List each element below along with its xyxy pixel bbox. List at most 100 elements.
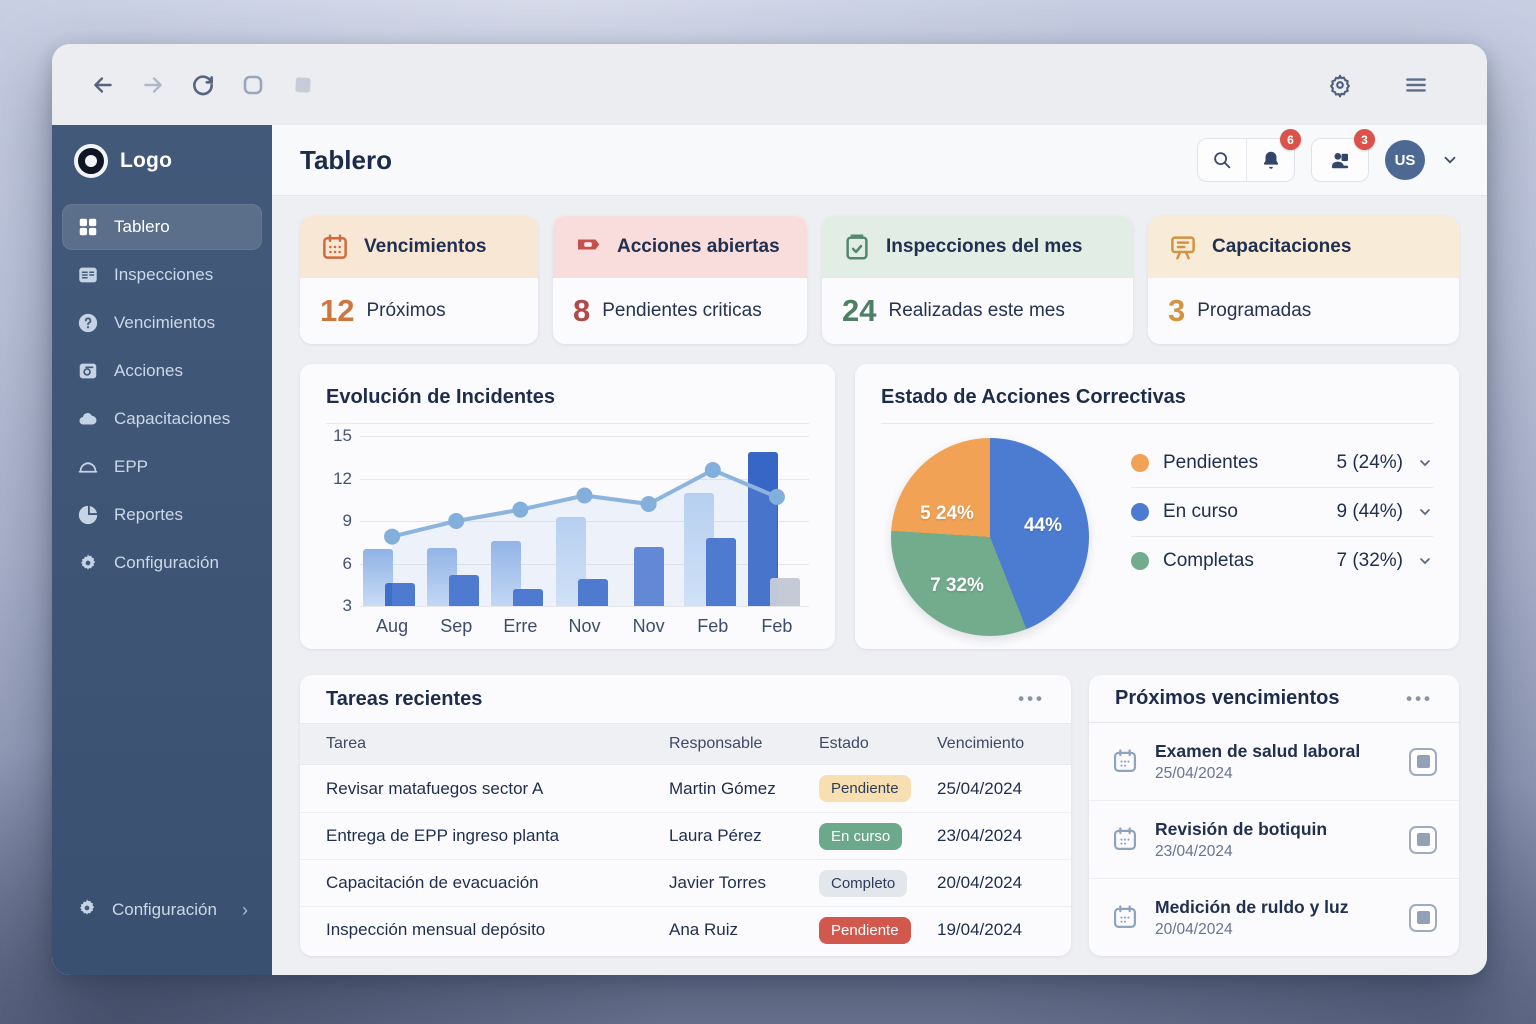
sidebar-item-reportes[interactable]: Reportes bbox=[62, 492, 262, 538]
pie-slice-label: 7 32% bbox=[930, 575, 984, 596]
task-owner: Martin Gómez bbox=[669, 778, 776, 798]
people-icon bbox=[1331, 152, 1349, 169]
column-header: Tarea bbox=[326, 735, 367, 752]
people-button[interactable]: 3 bbox=[1312, 129, 1375, 182]
stat-card-value: 24 bbox=[842, 293, 877, 328]
stat-cards-row: Vencimientos 12 Próximos Acciones abi bbox=[300, 216, 1459, 344]
sidebar-item-inspecciones[interactable]: Inspecciones bbox=[62, 252, 262, 298]
action-box-icon bbox=[76, 359, 100, 383]
stat-card-vencimientos[interactable]: Vencimientos 12 Próximos bbox=[300, 216, 538, 344]
checkbox[interactable] bbox=[1409, 747, 1437, 776]
chevron-down-icon[interactable] bbox=[1417, 455, 1433, 471]
sidebar-item-label: EPP bbox=[114, 457, 149, 476]
expiration-label: Medición de ruldo y luz bbox=[1155, 896, 1349, 917]
gear-icon bbox=[76, 897, 98, 924]
stat-card-capacitaciones[interactable]: Capacitaciones 3 Programadas bbox=[1148, 216, 1459, 344]
sidebar-item-label: Acciones bbox=[114, 361, 183, 380]
legend-dot bbox=[1131, 453, 1149, 472]
list-card-icon bbox=[76, 263, 100, 287]
notifications-badge: 6 bbox=[1280, 129, 1301, 150]
sidebar: Logo Tablero Inspecciones bbox=[52, 125, 272, 975]
task-due-date: 19/04/2024 bbox=[937, 920, 1023, 939]
back-icon[interactable] bbox=[88, 70, 118, 100]
pie-icon bbox=[76, 503, 100, 527]
stat-card-value: 8 bbox=[573, 293, 591, 328]
calendar-icon bbox=[320, 232, 350, 262]
browser-window: Logo Tablero Inspecciones bbox=[52, 44, 1487, 975]
checkbox[interactable] bbox=[1409, 903, 1437, 932]
table-row[interactable]: Revisar matafuegos sector A Martin Gómez… bbox=[300, 765, 1071, 812]
legend-dot bbox=[1131, 503, 1149, 521]
gear-icon bbox=[76, 551, 100, 575]
recent-tasks-title: Tareas recientes bbox=[326, 687, 483, 710]
chevron-down-icon[interactable] bbox=[1417, 553, 1433, 569]
tasks-table-header: Tarea Responsable Estado Vencimiento bbox=[300, 723, 1071, 765]
list-item[interactable]: Revisión de botiquin 23/04/2024 bbox=[1089, 800, 1459, 878]
task-owner: Javier Torres bbox=[669, 873, 766, 892]
table-row[interactable]: Inspección mensual depósito Ana Ruiz Pen… bbox=[300, 906, 1071, 953]
list-item[interactable]: Examen de salud laboral 25/04/2024 bbox=[1089, 723, 1459, 800]
table-row[interactable]: Capacitación de evacuación Javier Torres… bbox=[300, 859, 1071, 906]
column-header: Responsable bbox=[669, 735, 763, 752]
ellipsis-menu-icon[interactable]: ••• bbox=[1406, 688, 1433, 708]
sidebar-item-label: Capacitaciones bbox=[114, 409, 231, 428]
legend-row-completas: Completas 7 (32%) bbox=[1131, 536, 1433, 585]
task-name: Revisar matafuegos sector A bbox=[326, 778, 544, 798]
stat-card-value: 12 bbox=[320, 293, 355, 328]
stat-card-inspecciones[interactable]: Inspecciones del mes 24 Realizadas este … bbox=[822, 216, 1133, 344]
sidebar-item-capacitaciones[interactable]: Capacitaciones bbox=[62, 396, 262, 442]
task-due-date: 20/04/2024 bbox=[937, 873, 1023, 892]
expiration-label: Revisión de botiquin bbox=[1155, 818, 1328, 839]
chevron-down-icon[interactable] bbox=[1441, 151, 1459, 169]
search-button[interactable] bbox=[1198, 138, 1246, 182]
cloud-icon bbox=[76, 407, 100, 431]
browser-settings-gear-icon[interactable] bbox=[1325, 70, 1355, 100]
expiration-date: 23/04/2024 bbox=[1155, 842, 1233, 860]
tab-square-icon[interactable] bbox=[238, 70, 268, 100]
legend-row-en-curso: En curso 9 (44%) bbox=[1131, 487, 1433, 536]
avatar[interactable]: US bbox=[1385, 140, 1425, 180]
legend-dot bbox=[1131, 552, 1149, 570]
hamburger-menu-icon[interactable] bbox=[1401, 70, 1431, 100]
sidebar-item-tablero[interactable]: Tablero bbox=[62, 204, 262, 250]
actions-status-card: Estado de Acciones Correctivas 44% 7 32%… bbox=[855, 364, 1459, 649]
legend-label: Pendientes bbox=[1163, 451, 1259, 473]
pie-slice-label: 5 24% bbox=[920, 503, 974, 524]
sidebar-item-epp[interactable]: EPP bbox=[62, 444, 262, 490]
forward-icon[interactable] bbox=[138, 70, 168, 100]
stat-card-label: Programadas bbox=[1197, 300, 1312, 321]
sidebar-footer-configuracion[interactable]: Configuración › bbox=[62, 887, 262, 933]
notifications-button[interactable]: 6 bbox=[1246, 129, 1301, 182]
stat-card-acciones-abiertas[interactable]: Acciones abiertas 8 Pendientes criticas bbox=[553, 216, 807, 344]
sidebar-item-acciones[interactable]: Acciones bbox=[62, 348, 262, 394]
refresh-icon[interactable] bbox=[188, 70, 218, 100]
pie-legend: Pendientes 5 (24%) En curso 9 (44%) bbox=[1131, 438, 1433, 585]
page-title: Tablero bbox=[300, 144, 392, 175]
table-row[interactable]: Entrega de EPP ingreso planta Laura Pére… bbox=[300, 812, 1071, 859]
task-owner: Laura Pérez bbox=[669, 826, 762, 845]
sidebar-item-label: Inspecciones bbox=[114, 265, 214, 284]
sidebar-item-label: Configuración bbox=[114, 553, 219, 572]
chevron-down-icon[interactable] bbox=[1417, 504, 1433, 520]
flag-icon bbox=[573, 232, 603, 262]
sidebar-item-label: Reportes bbox=[114, 505, 183, 524]
stat-card-value: 3 bbox=[1168, 293, 1186, 328]
sidebar-item-vencimientos[interactable]: Vencimientos bbox=[62, 300, 262, 346]
dashboard-content: Vencimientos 12 Próximos Acciones abi bbox=[272, 196, 1487, 975]
question-circle-icon bbox=[76, 311, 100, 335]
legend-value: 7 (32%) bbox=[1336, 550, 1403, 571]
task-name: Entrega de EPP ingreso planta bbox=[326, 826, 560, 845]
recent-tasks-card: Tareas recientes ••• Tarea Responsable E… bbox=[300, 675, 1071, 956]
sidebar-item-configuracion[interactable]: Configuración bbox=[62, 540, 262, 586]
list-item[interactable]: Medición de ruldo y luz 20/04/2024 bbox=[1089, 878, 1459, 956]
legend-value: 5 (24%) bbox=[1336, 451, 1403, 473]
expiration-date: 20/04/2024 bbox=[1155, 920, 1233, 938]
incidents-plot bbox=[360, 436, 809, 607]
upcoming-title: Próximos vencimientos bbox=[1115, 687, 1340, 709]
stat-card-title: Capacitaciones bbox=[1212, 236, 1352, 257]
calendar-icon bbox=[1111, 825, 1141, 855]
browser-toolbar bbox=[52, 44, 1487, 125]
ellipsis-menu-icon[interactable]: ••• bbox=[1018, 689, 1045, 708]
extension-blob-icon[interactable] bbox=[288, 70, 318, 100]
checkbox[interactable] bbox=[1409, 825, 1437, 854]
